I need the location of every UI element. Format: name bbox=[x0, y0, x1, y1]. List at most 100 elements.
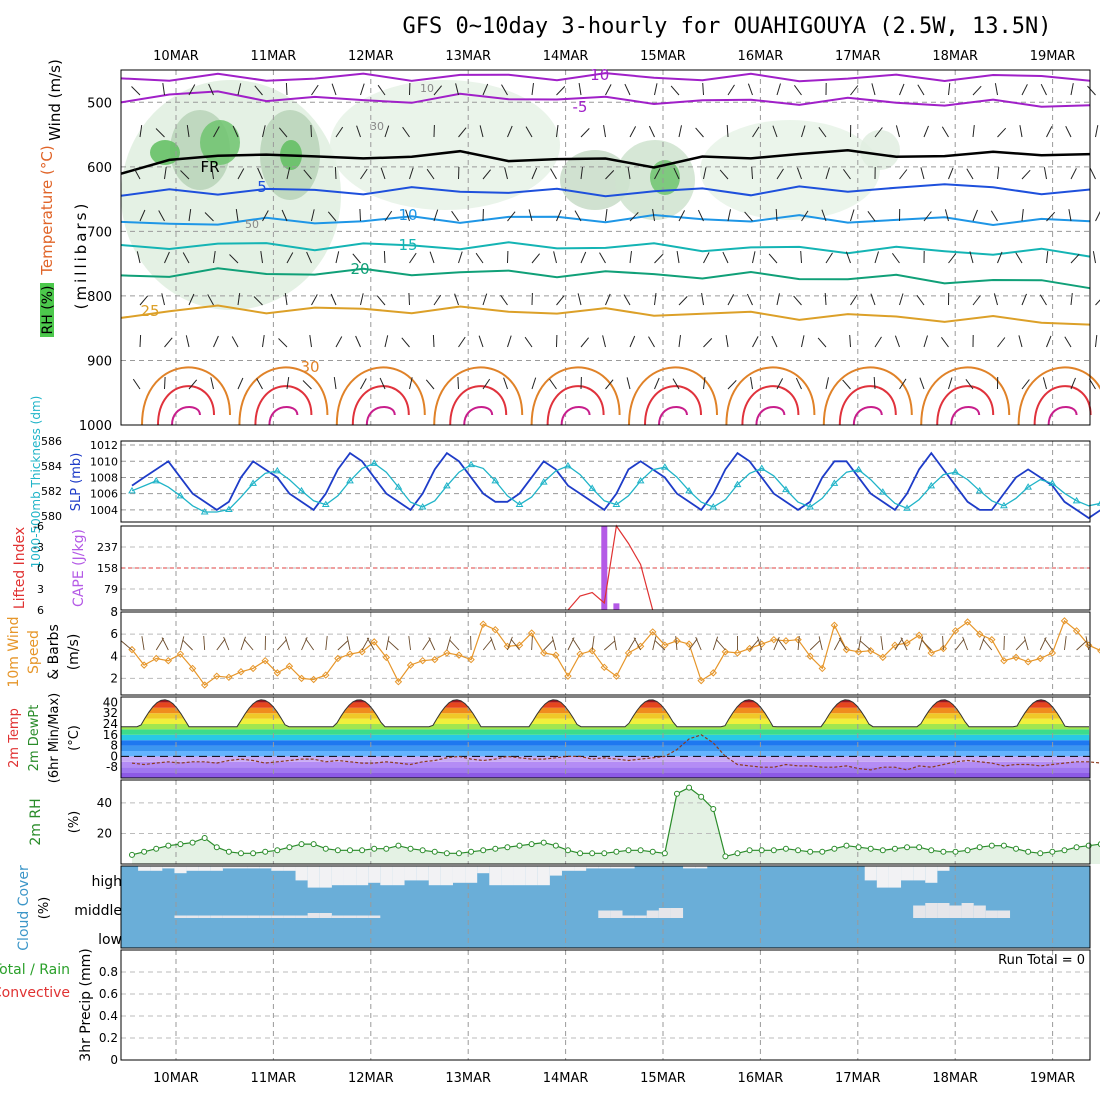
cloud-middle-cell bbox=[961, 903, 974, 918]
rh-marker bbox=[504, 844, 511, 851]
isotherm-label: -10 bbox=[585, 66, 610, 84]
wind-speed-marker bbox=[975, 630, 984, 638]
wind-speed-marker bbox=[346, 650, 354, 658]
wind-barb bbox=[948, 253, 957, 264]
wind-speed-marker bbox=[600, 663, 608, 672]
surface-wind-barb bbox=[880, 636, 884, 651]
boundary-layer-contour bbox=[449, 385, 508, 426]
thickness-marker bbox=[491, 476, 500, 484]
wind-speed-marker bbox=[213, 672, 221, 680]
wind-barb bbox=[188, 293, 195, 306]
rh-marker bbox=[952, 848, 959, 855]
surface-wind-barb bbox=[859, 640, 872, 651]
wind-speed-marker bbox=[842, 645, 851, 654]
wind-barb bbox=[213, 335, 219, 348]
wind-barb bbox=[402, 126, 410, 138]
thickness-marker bbox=[1024, 483, 1033, 490]
wind-speed-marker bbox=[152, 654, 160, 663]
wind-ylabel: Speed bbox=[26, 630, 42, 674]
wind-barb bbox=[310, 124, 312, 138]
pressure-tick-label: 900 bbox=[87, 354, 112, 369]
wind-barb bbox=[801, 125, 806, 138]
wind-barb bbox=[278, 127, 288, 138]
surface-wind-barb bbox=[276, 639, 288, 651]
boundary-layer-contour bbox=[530, 366, 621, 426]
wind-barb bbox=[457, 376, 459, 390]
thickness-tick-label: 584 bbox=[41, 460, 62, 473]
cloud-middle-cell bbox=[295, 915, 308, 918]
rh-marker bbox=[807, 848, 814, 855]
rh-marker bbox=[819, 848, 826, 855]
thickness-marker bbox=[975, 486, 984, 494]
thickness-marker bbox=[588, 484, 597, 491]
wind-barb bbox=[355, 335, 361, 348]
surface-wind-barb bbox=[121, 640, 133, 651]
thickness-marker bbox=[685, 486, 693, 494]
wind-speed-marker bbox=[624, 649, 633, 657]
wind-barb bbox=[131, 86, 141, 96]
wind-barb bbox=[1015, 252, 1023, 264]
precip-tick-label: 0.8 bbox=[99, 965, 118, 979]
date-label-top: 12MAR bbox=[348, 49, 394, 64]
wind-barb bbox=[409, 252, 417, 264]
lifted-index-line bbox=[567, 524, 654, 611]
wind-speed-marker bbox=[322, 671, 330, 679]
cloud-high-cell bbox=[622, 866, 635, 869]
rh-marker bbox=[359, 847, 366, 854]
surface-wind-barb bbox=[1023, 636, 1029, 651]
thickness-marker bbox=[200, 508, 209, 515]
cloud-high-cell bbox=[925, 866, 938, 883]
wind-barb bbox=[1046, 126, 1053, 138]
rh-marker bbox=[274, 847, 281, 854]
panel-frame-slp bbox=[120, 440, 1091, 523]
chart-title: GFS 0~10day 3-hourly for OUAHIGOUYA (2.5… bbox=[402, 14, 1051, 39]
wind-barb bbox=[923, 211, 932, 222]
boundary-layer-contour bbox=[644, 385, 702, 426]
wind-barb bbox=[727, 380, 737, 390]
rh-marker bbox=[867, 845, 874, 852]
wind-barb bbox=[605, 84, 612, 96]
wind-barb bbox=[262, 125, 266, 138]
date-label-bottom: 11MAR bbox=[251, 1071, 297, 1086]
wind-barb bbox=[793, 295, 802, 306]
wind-barb bbox=[874, 127, 883, 138]
rh-marker bbox=[334, 847, 341, 854]
surface-wind-barb bbox=[141, 636, 145, 651]
boundary-layer-contour bbox=[433, 366, 524, 426]
wind-barb bbox=[776, 168, 784, 180]
wind-barb bbox=[895, 125, 900, 138]
panel-frame-cloud bbox=[120, 865, 1091, 949]
wind-barb bbox=[1089, 167, 1096, 180]
wind-barb bbox=[475, 252, 484, 264]
slp-tick-label: 1004 bbox=[90, 504, 118, 517]
wind-barb bbox=[132, 378, 141, 390]
boundary-layer-contour bbox=[1033, 385, 1092, 426]
cape-tick-label: 79 bbox=[104, 583, 118, 596]
surface-wind-barb bbox=[652, 636, 657, 651]
wind-speed-marker bbox=[164, 656, 173, 665]
rh-marker bbox=[710, 806, 717, 813]
wind-barb bbox=[531, 83, 534, 96]
thickness-marker bbox=[539, 478, 548, 485]
wind-barb bbox=[333, 377, 337, 390]
wind-barb bbox=[997, 167, 1000, 180]
rh-shading bbox=[650, 160, 680, 195]
wind-barb bbox=[850, 85, 859, 96]
rh-marker bbox=[613, 848, 620, 855]
temp-tick-label: 32 bbox=[103, 706, 118, 720]
wind-barb bbox=[648, 336, 655, 348]
wind-speed-marker bbox=[1012, 653, 1020, 662]
wind-speed-marker bbox=[963, 618, 972, 626]
thickness-marker bbox=[1048, 479, 1057, 486]
wind-speed-line bbox=[131, 619, 1100, 686]
wind-speed-marker bbox=[721, 648, 730, 656]
wind-barb bbox=[678, 335, 681, 348]
temp-tick-label: 40 bbox=[103, 695, 118, 709]
rh-marker bbox=[455, 850, 462, 857]
thickness-marker bbox=[176, 491, 185, 499]
wind-barb bbox=[1070, 83, 1074, 96]
wind-speed-marker bbox=[1097, 647, 1100, 654]
surface-wind-barb bbox=[613, 636, 617, 651]
wind-barb bbox=[433, 209, 439, 222]
wind-speed-marker bbox=[249, 664, 257, 673]
